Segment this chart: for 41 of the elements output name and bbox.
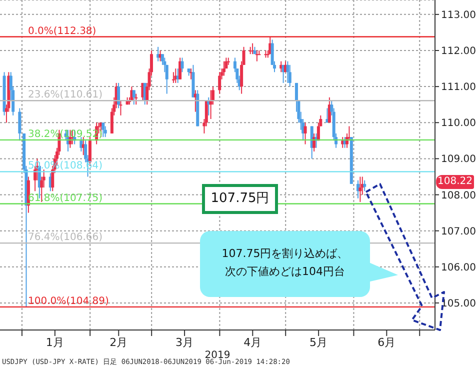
x-tick-label: 4月 bbox=[244, 336, 262, 349]
y-tick-label: 112.00 bbox=[441, 46, 476, 58]
candlestick bbox=[119, 100, 122, 116]
candlestick bbox=[316, 122, 320, 142]
candlestick bbox=[288, 64, 292, 88]
candlestick bbox=[117, 82, 120, 109]
x-tick-label: 2月 bbox=[110, 336, 128, 349]
y-tick-label: 113.00 bbox=[441, 10, 476, 21]
ref-line-label: 100.0%(104.89) bbox=[28, 296, 110, 307]
candlestick bbox=[180, 57, 184, 73]
x-tick-label: 5月 bbox=[310, 336, 328, 349]
candlestick bbox=[304, 122, 307, 145]
annotation: 107.75円を割り込めば、次の下値めどは104円台 bbox=[220, 246, 350, 280]
candlestick bbox=[80, 136, 83, 152]
y-tick-label: 106.00 bbox=[441, 262, 476, 274]
x-tick-label: 1月 bbox=[46, 336, 64, 349]
y-tick-label: 111.00 bbox=[441, 82, 476, 94]
candlestick bbox=[341, 136, 344, 148]
y-tick-label: 105.00 bbox=[441, 298, 476, 310]
candlestick bbox=[222, 60, 226, 76]
y-tick-label: 107.00 bbox=[441, 226, 476, 238]
x-tick-label: 6月 bbox=[378, 336, 396, 349]
ref-line-label: 76.4%(106.66) bbox=[28, 232, 103, 244]
candlestick bbox=[209, 90, 212, 120]
candlestick bbox=[358, 176, 362, 202]
annotation: 107.75円 bbox=[202, 184, 278, 214]
y-tick-label: 109.00 bbox=[441, 154, 476, 166]
text: 108.22 bbox=[436, 175, 474, 189]
ref-line-label: 0.0%(112.38) bbox=[28, 26, 96, 37]
candlestick bbox=[218, 72, 222, 94]
candlestick bbox=[18, 108, 22, 142]
ref-line-label: 23.6%(110.61) bbox=[28, 90, 103, 101]
x-tick-label: 3月 bbox=[176, 336, 194, 349]
candlestick bbox=[132, 90, 136, 106]
y-tick-label: 108.00 bbox=[441, 190, 476, 202]
candlestick bbox=[226, 57, 230, 66]
candlestick bbox=[104, 126, 107, 138]
candlestick bbox=[363, 180, 366, 192]
y-tick-label: 110.00 bbox=[441, 118, 476, 130]
candlestick bbox=[102, 122, 105, 138]
candlestick bbox=[172, 72, 175, 84]
